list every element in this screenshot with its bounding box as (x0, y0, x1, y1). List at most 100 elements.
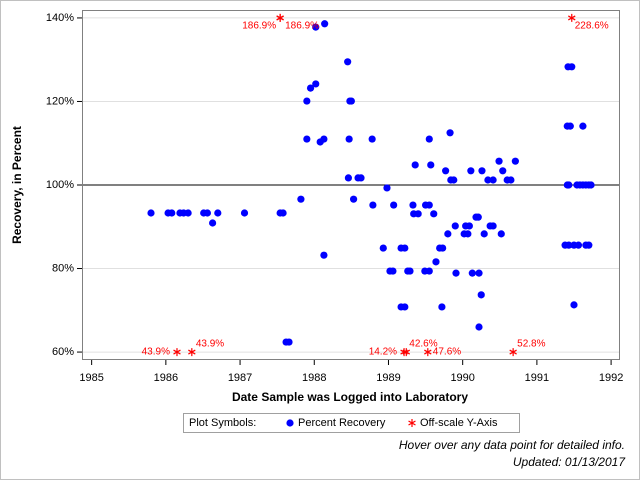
off-scale-point (509, 348, 517, 357)
data-point (451, 222, 459, 230)
off-scale-point (568, 13, 576, 22)
data-point (184, 209, 192, 217)
data-point (475, 269, 483, 277)
data-point (474, 213, 482, 221)
data-point (570, 301, 578, 309)
data-point (147, 209, 155, 217)
data-point (585, 241, 593, 249)
y-tick-label: 60% (52, 346, 74, 358)
x-tick-label: 1989 (376, 372, 400, 384)
data-point (579, 122, 587, 130)
x-tick-label: 1987 (228, 372, 252, 384)
data-point (344, 58, 352, 66)
data-point (368, 135, 376, 143)
footnote: Updated: 01/13/2017 (513, 455, 626, 469)
x-tick-label: 1988 (302, 372, 326, 384)
off-scale-label: 43.9% (142, 347, 170, 358)
data-point (430, 210, 438, 218)
off-scale-point (188, 348, 196, 357)
data-point (480, 230, 488, 238)
y-tick-label: 80% (52, 262, 74, 274)
data-point (214, 209, 222, 217)
x-tick-label: 1990 (450, 372, 474, 384)
data-point (240, 209, 249, 217)
off-scale-point (424, 348, 432, 357)
data-point (439, 244, 447, 252)
off-scale-label: 228.6% (575, 21, 609, 32)
data-point (303, 97, 311, 105)
off-scale-point (402, 348, 411, 357)
data-point (566, 122, 574, 130)
data-point (511, 157, 519, 165)
data-point (401, 303, 409, 311)
data-point (411, 161, 419, 169)
data-point (369, 201, 377, 209)
data-point (285, 338, 293, 346)
data-point (425, 135, 433, 143)
legend-label: Percent Recovery (298, 417, 386, 429)
plot-frame (82, 10, 620, 360)
x-tick-label: 1992 (599, 372, 623, 384)
data-point (303, 135, 311, 143)
legend-label: Off-scale Y-Axis (420, 417, 498, 429)
data-point (568, 63, 576, 71)
data-point (432, 258, 440, 266)
data-point (279, 209, 287, 217)
data-point (312, 23, 320, 31)
data-point (450, 176, 458, 184)
legend-box (183, 413, 520, 433)
y-axis-title: Recovery, in Percent (10, 126, 24, 244)
legend-title: Plot Symbols: (189, 417, 256, 429)
x-tick-label: 1991 (525, 372, 549, 384)
data-point (389, 267, 397, 275)
data-point (390, 201, 398, 209)
data-point (464, 230, 472, 238)
data-point (468, 269, 476, 277)
data-point (442, 167, 450, 175)
data-point (344, 174, 353, 182)
x-axis-title: Date Sample was Logged into Laboratory (232, 390, 468, 404)
off-scale-label: 43.9% (196, 339, 224, 350)
off-scale-label: 186.9% (285, 21, 319, 32)
off-scale-point (276, 13, 284, 22)
data-point (446, 129, 454, 137)
data-point (320, 251, 328, 259)
data-point (427, 161, 435, 169)
data-point (475, 323, 483, 331)
data-point (383, 184, 391, 192)
x-tick-label: 1986 (154, 372, 178, 384)
data-point (587, 181, 595, 189)
footnote: Hover over any data point for detailed i… (399, 438, 625, 452)
data-point (321, 20, 329, 28)
off-scale-label: 52.8% (517, 339, 545, 350)
data-point (467, 167, 475, 175)
x-tick-label: 1985 (79, 372, 103, 384)
data-point (489, 222, 497, 230)
data-point (320, 135, 328, 143)
data-point (425, 267, 433, 275)
data-point (357, 174, 365, 182)
data-point (401, 244, 409, 252)
data-point (379, 244, 387, 252)
data-point (312, 80, 320, 88)
off-scale-label: 14.2% (369, 347, 397, 358)
legend-marker (286, 419, 294, 427)
data-point (349, 195, 358, 203)
data-point (452, 269, 460, 277)
off-scale-label: 186.9% (242, 21, 276, 32)
data-point (425, 201, 433, 209)
data-point (414, 210, 422, 218)
data-point (495, 157, 503, 165)
data-point (297, 195, 305, 203)
off-scale-label: 47.6% (433, 347, 461, 358)
data-point (574, 241, 583, 249)
data-point (345, 135, 353, 143)
data-point (438, 303, 446, 311)
data-point (478, 167, 486, 175)
data-point (465, 222, 473, 230)
data-point (499, 167, 507, 175)
y-tick-label: 120% (46, 95, 74, 107)
